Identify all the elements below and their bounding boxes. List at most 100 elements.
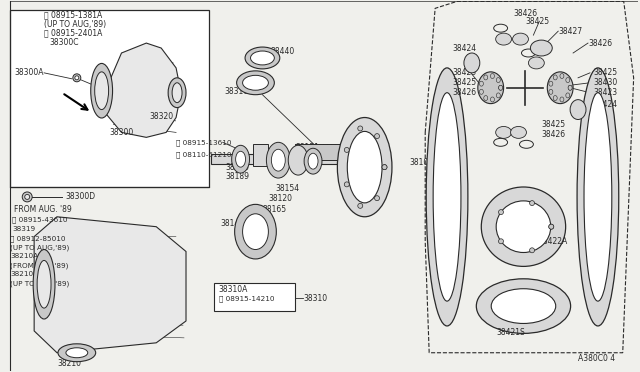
Circle shape [529,248,534,253]
Circle shape [22,192,32,202]
Text: ⓥ 08915-1381A: ⓥ 08915-1381A [44,11,102,20]
Ellipse shape [479,89,483,94]
Ellipse shape [476,279,571,333]
Ellipse shape [172,83,182,103]
Text: 38154: 38154 [275,185,300,193]
Text: ⓦ 08915-43610: ⓦ 08915-43610 [12,217,68,223]
Circle shape [548,224,554,229]
Circle shape [25,195,29,199]
Ellipse shape [490,97,495,102]
Circle shape [344,147,349,153]
Ellipse shape [232,145,250,173]
Text: 38316: 38316 [225,87,249,96]
Text: (FROM AUG,'89): (FROM AUG,'89) [10,262,68,269]
Text: 38319: 38319 [12,226,35,232]
Bar [295,144,363,160]
Text: 38421S: 38421S [497,328,525,337]
Ellipse shape [566,93,570,98]
Text: 38310A: 38310A [219,285,248,294]
Text: 38310: 38310 [303,294,327,303]
Circle shape [548,224,554,229]
Circle shape [358,203,363,208]
Ellipse shape [553,75,557,80]
Text: 38210: 38210 [57,359,81,368]
Text: 38425: 38425 [541,120,566,129]
Ellipse shape [95,72,109,110]
Ellipse shape [499,85,502,90]
Text: 38423: 38423 [593,88,617,97]
Text: 38165: 38165 [262,205,287,214]
Ellipse shape [58,344,96,362]
Circle shape [75,76,79,80]
Text: 38100: 38100 [410,158,433,167]
Text: 38300C: 38300C [49,38,79,46]
Ellipse shape [495,126,511,138]
Text: 38425: 38425 [525,17,550,26]
Ellipse shape [91,63,113,118]
Ellipse shape [531,40,552,56]
Circle shape [499,210,504,215]
Ellipse shape [426,68,468,326]
Ellipse shape [243,76,268,90]
Ellipse shape [66,348,88,358]
Ellipse shape [484,75,488,80]
Ellipse shape [547,72,573,104]
Text: 38189: 38189 [226,171,250,180]
Ellipse shape [549,81,553,86]
Text: 38300A: 38300A [14,68,44,77]
Ellipse shape [308,153,318,169]
Text: 38320: 38320 [149,112,173,121]
Bar [10,10,209,187]
Ellipse shape [529,57,544,69]
Text: ⓥ 08915-14210: ⓥ 08915-14210 [219,296,275,302]
Ellipse shape [288,145,308,175]
Circle shape [344,182,349,187]
Ellipse shape [235,204,276,259]
Text: 38426: 38426 [452,88,476,97]
Ellipse shape [584,93,612,301]
Ellipse shape [245,47,280,69]
Ellipse shape [168,78,186,108]
Bar [211,154,385,164]
Ellipse shape [568,85,572,90]
Text: 38300D: 38300D [65,192,95,201]
Ellipse shape [484,96,488,100]
Circle shape [358,126,363,131]
Text: 38210A: 38210A [10,253,38,259]
Ellipse shape [549,89,553,94]
Circle shape [374,134,380,139]
Text: 38427: 38427 [558,27,582,36]
Text: 38426: 38426 [588,39,612,48]
Text: 38125: 38125 [226,163,250,171]
Ellipse shape [337,118,392,217]
Ellipse shape [492,289,556,324]
Ellipse shape [568,85,572,90]
Ellipse shape [513,33,529,45]
Ellipse shape [433,93,461,301]
Ellipse shape [499,85,502,90]
Circle shape [382,165,387,170]
Circle shape [374,196,380,201]
Ellipse shape [566,78,570,83]
Ellipse shape [304,148,322,174]
Ellipse shape [464,53,480,73]
Text: (UP TO AUG,'89): (UP TO AUG,'89) [10,280,70,286]
Text: 38140: 38140 [221,219,245,228]
Ellipse shape [497,93,500,98]
Text: 38422A: 38422A [538,237,568,246]
Bar [253,144,268,166]
Ellipse shape [237,71,275,95]
Text: 38300: 38300 [109,128,134,137]
Ellipse shape [496,201,551,253]
Ellipse shape [481,187,566,266]
Ellipse shape [570,100,586,119]
Ellipse shape [577,68,619,326]
Text: 38430: 38430 [593,78,617,87]
Text: ⓥ 08915-13610: ⓥ 08915-13610 [176,139,232,145]
Ellipse shape [490,74,495,78]
Text: (UP TO AUG,'89): (UP TO AUG,'89) [10,244,70,251]
Ellipse shape [495,33,511,45]
Ellipse shape [33,250,55,319]
Text: 38424: 38424 [452,44,476,52]
Ellipse shape [250,51,275,65]
